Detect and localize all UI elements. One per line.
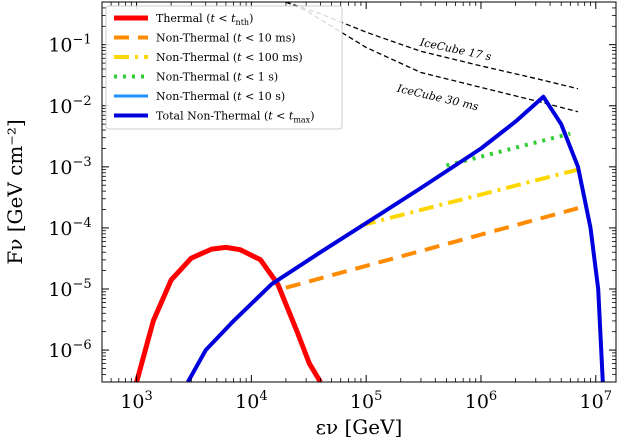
x-tick-label-3: 106: [465, 389, 497, 413]
series-line-4: [186, 95, 605, 382]
legend-entry-5: Total Non-Thermal (t < tmax): [156, 110, 314, 125]
y-tick-label-0: 10−1: [48, 33, 91, 57]
legend: Thermal (t < tnth) Non-Thermal (t < 10 ms…: [105, 5, 343, 130]
y-tick-label-3: 10−4: [48, 216, 91, 240]
x-tick-label-0: 103: [120, 389, 152, 413]
axis-labels: εν [GeV] Fν [GeV cm⁻²]: [3, 119, 402, 439]
series-line-0: [134, 244, 323, 382]
legend-box: [105, 5, 343, 130]
x-axis-label: εν [GeV]: [316, 415, 403, 439]
series-line-2: [360, 167, 579, 228]
legend-entry-0: Thermal (t < tnth): [156, 12, 253, 27]
plot-frame: [101, 1, 617, 383]
y-tick-label-4: 10−5: [48, 277, 91, 301]
axis-ticks: 103 104 105 106 107 10−1 10−2 10−3 10−4 10−5 10−6: [48, 1, 616, 413]
reference-curve-label-1: IceCube 30 ms: [395, 82, 480, 114]
legend-entry-1: Non-Thermal (t < 10 ms): [156, 32, 296, 45]
legend-entry-4: Non-Thermal (t < 10 s): [156, 90, 285, 103]
y-axis-label: Fν [GeV cm⁻²]: [3, 119, 27, 264]
reference-curve-1: [285, 2, 579, 113]
y-tick-label-1: 10−2: [48, 94, 91, 118]
x-tick-label-1: 104: [235, 389, 267, 413]
data-series: [134, 94, 605, 382]
y-tick-label-5: 10−6: [48, 338, 91, 362]
legend-entry-2: Non-Thermal (t < 100 ms): [156, 51, 303, 64]
y-tick-label-2: 10−3: [48, 155, 91, 179]
legend-entry-3: Non-Thermal (t < 1 s): [156, 71, 278, 84]
x-tick-label-2: 105: [350, 389, 382, 413]
series-line-3: [445, 131, 571, 168]
series-line-1: [285, 206, 579, 290]
series-line-5: [186, 94, 605, 382]
x-tick-label-4: 107: [580, 389, 612, 413]
